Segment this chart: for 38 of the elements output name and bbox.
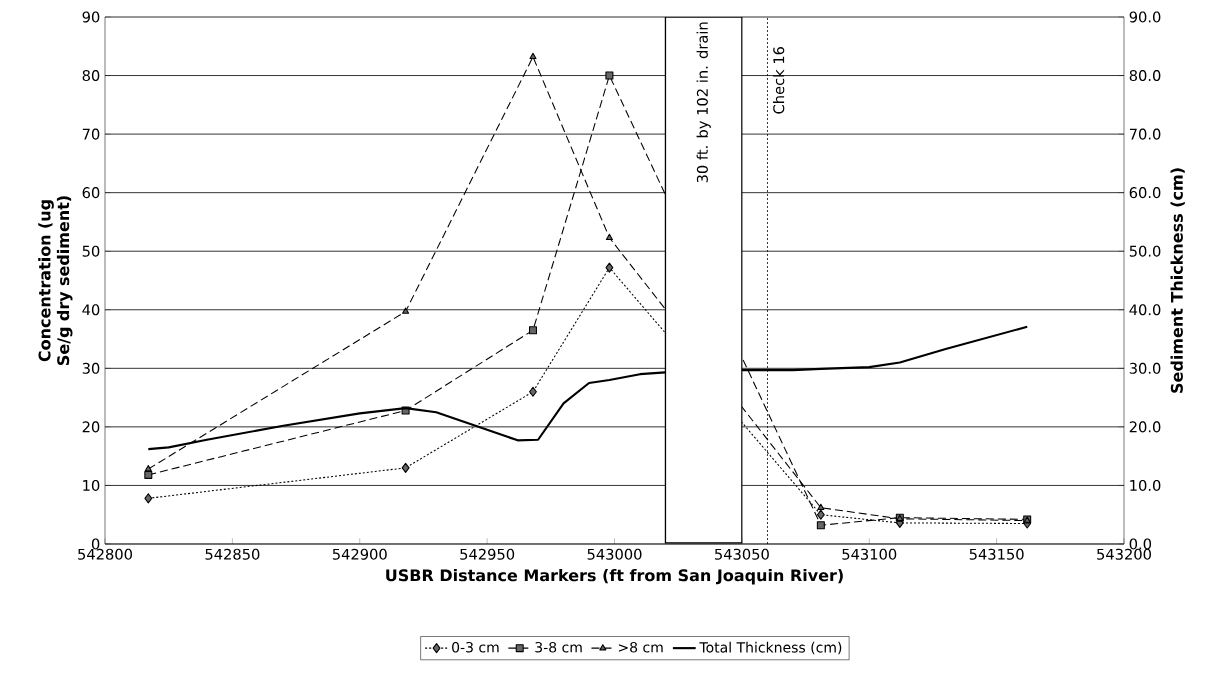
y-tick-label: 50 xyxy=(82,245,100,257)
legend-label: 3-8 cm xyxy=(535,641,582,653)
x-tick-label: 543150 xyxy=(969,548,1024,560)
x-tick-label: 542800 xyxy=(78,548,132,560)
legend-label: >8 cm xyxy=(618,641,663,653)
y2-tick-label: 0.0 xyxy=(1129,538,1152,550)
x-tick-label: 543050 xyxy=(715,548,769,560)
y2-tick-label: 80.0 xyxy=(1129,70,1161,82)
y-tick-label: 40 xyxy=(82,304,100,316)
y2-tick-label: 20.0 xyxy=(1129,421,1161,433)
x-tick-label: 543200 xyxy=(1097,548,1151,560)
ref-line-label: Check 16 xyxy=(772,46,785,114)
y-tick-label: 60 xyxy=(82,187,100,199)
y2-tick-label: 60.0 xyxy=(1129,187,1161,199)
y2-tick-label: 90.0 xyxy=(1129,11,1161,23)
y-axis-title: Concentration (ug Se/g dry sediment) xyxy=(38,196,73,365)
y2-tick-label: 50.0 xyxy=(1129,245,1161,257)
band-label: 30 ft. by 102 in. drain xyxy=(696,22,711,183)
y-tick-label: 80 xyxy=(82,70,100,82)
y-tick-label: 30 xyxy=(82,362,100,374)
y2-tick-label: 70.0 xyxy=(1129,128,1161,140)
y-tick-label: 90 xyxy=(82,11,100,23)
y2-axis-title: Sediment Thickness (cm) xyxy=(1170,168,1185,393)
legend-label: Total Thickness (cm) xyxy=(699,641,842,655)
x-tick-label: 542950 xyxy=(460,548,515,560)
legend-label: 0-3 cm xyxy=(452,641,499,653)
x-tick-label: 542900 xyxy=(332,548,387,560)
y2-tick-label: 40.0 xyxy=(1129,304,1161,316)
y2-tick-label: 30.0 xyxy=(1129,362,1161,374)
x-tick-label: 543000 xyxy=(587,548,642,560)
y2-tick-label: 10.0 xyxy=(1130,479,1161,491)
y-tick-label: 70 xyxy=(82,128,100,140)
x-tick-label: 543100 xyxy=(842,548,897,560)
x-tick-label: 542850 xyxy=(205,548,260,560)
y-tick-label: 10 xyxy=(83,479,100,491)
y-tick-label: 20 xyxy=(82,421,100,433)
y-tick-label: 0 xyxy=(91,538,100,550)
x-axis-title: USBR Distance Markers (ft from San Joaquin River) xyxy=(386,568,843,585)
